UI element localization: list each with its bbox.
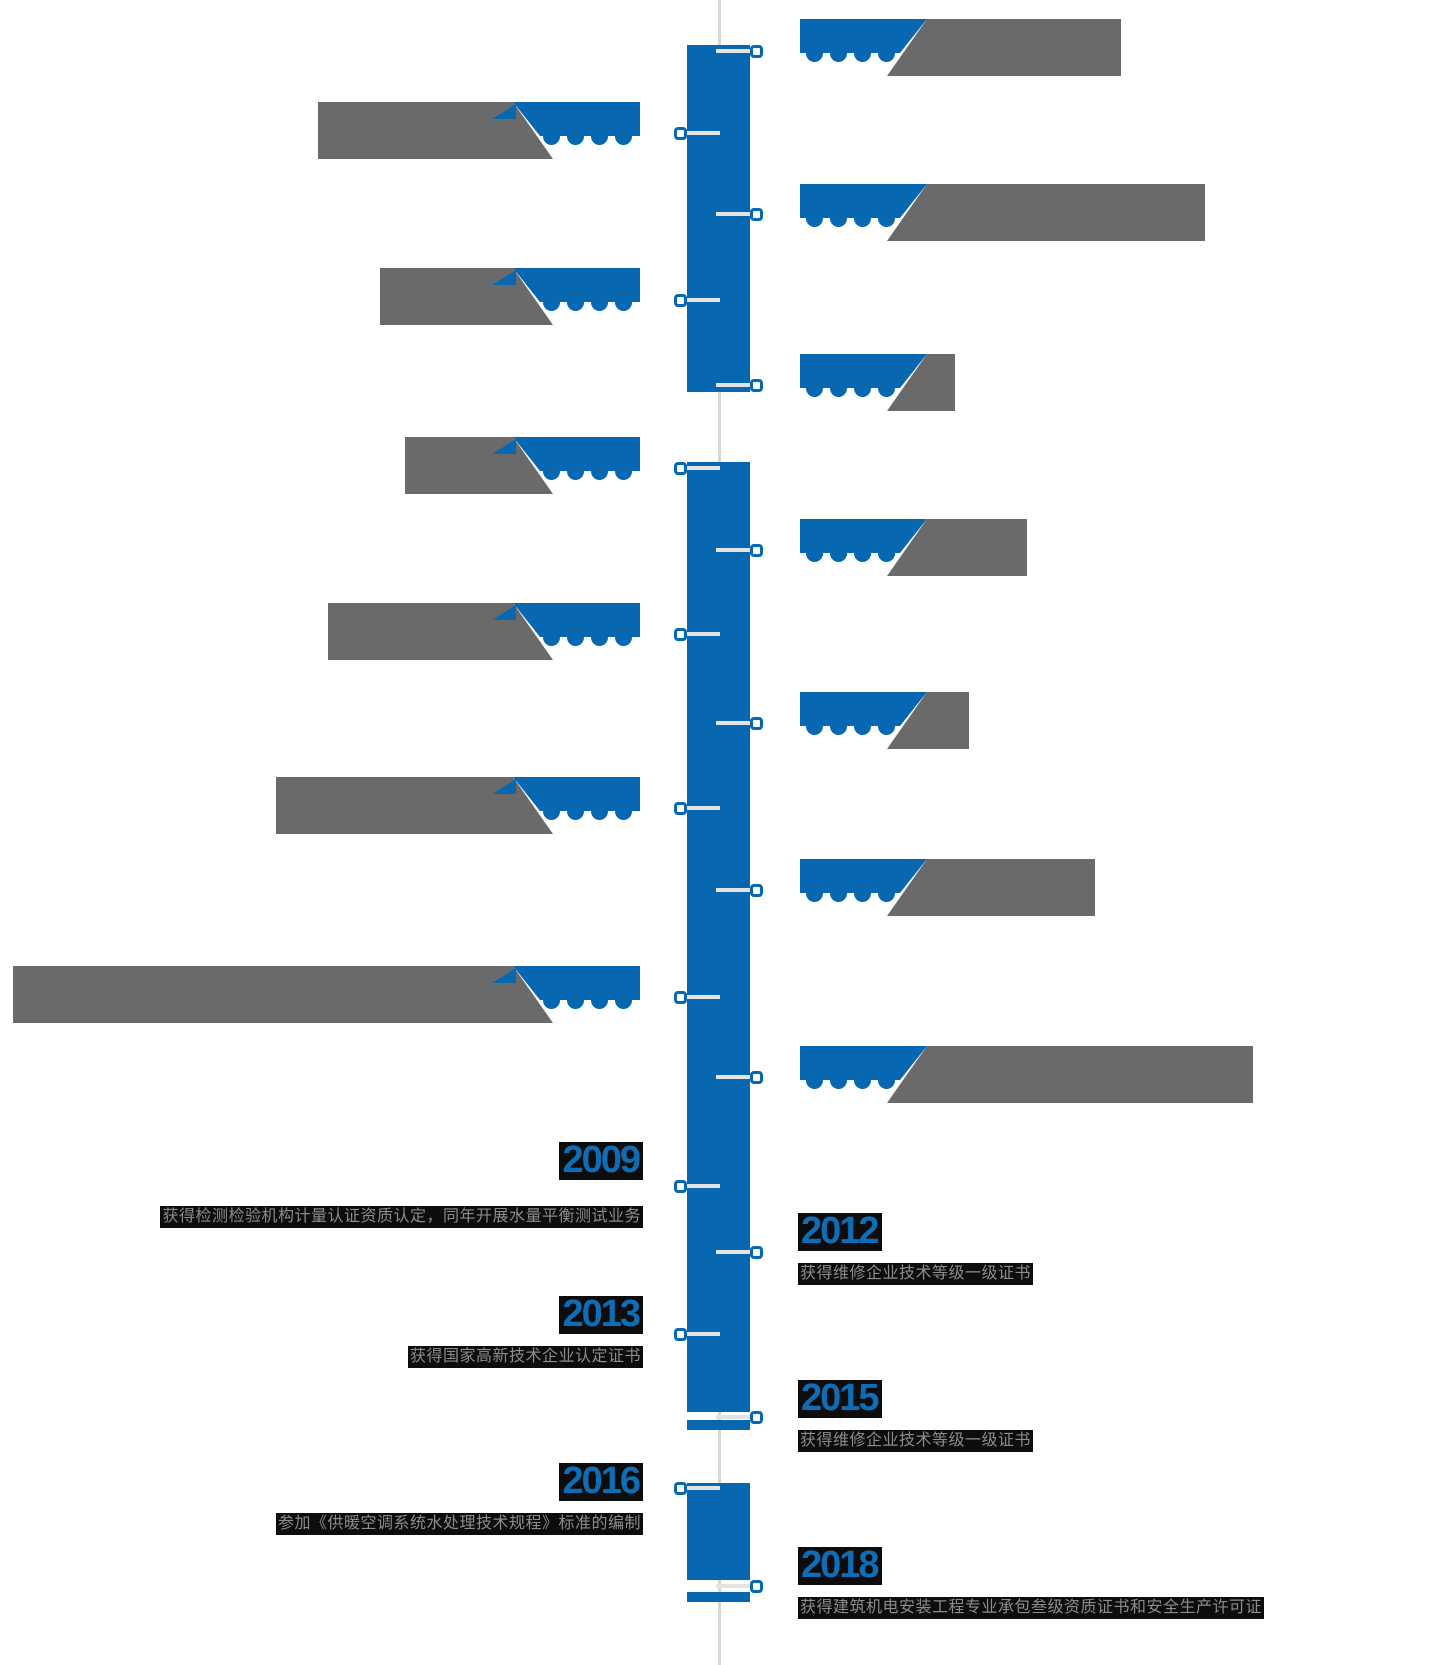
timeline-node: [674, 628, 687, 641]
timeline-node: [674, 462, 687, 475]
obscured-text-block: [887, 19, 1121, 76]
year-label: 2009: [559, 1141, 643, 1180]
year-glyph-fragments: [806, 387, 895, 397]
timeline-node: [674, 294, 687, 307]
year-label: 2015: [798, 1379, 882, 1418]
timeline-tick: [716, 1075, 758, 1079]
obscured-history-entry: [328, 603, 640, 660]
timeline-tick: [678, 632, 720, 636]
timeline-node: [750, 544, 763, 557]
timeline-node: [750, 379, 763, 392]
timeline-node: [674, 802, 687, 815]
year-glyph-fragments: [806, 552, 895, 562]
timeline-tick: [716, 1584, 758, 1588]
timeline-node: [750, 1071, 763, 1084]
timeline-tick: [716, 548, 758, 552]
timeline-node: [750, 1580, 763, 1593]
timeline-bar-segment: [687, 1592, 750, 1602]
timeline-node: [674, 1180, 687, 1193]
year-glyph-fragments: [806, 892, 895, 902]
timeline-tick: [716, 1415, 758, 1419]
obscured-text-block: [328, 603, 553, 660]
timeline-node: [750, 884, 763, 897]
year-glyph-fragments: [806, 52, 895, 62]
year-glyph-fragments: [543, 999, 632, 1009]
obscured-history-entry: [318, 102, 640, 159]
obscured-text-block: [887, 1046, 1253, 1103]
obscured-history-entry: [13, 966, 640, 1023]
obscured-text-block: [13, 966, 553, 1023]
timeline-node: [750, 1411, 763, 1424]
year-label: 2016: [559, 1462, 643, 1501]
timeline-tick: [678, 298, 720, 302]
obscured-text-block: [887, 859, 1095, 916]
timeline-tick: [678, 1332, 720, 1336]
event-description: 获得国家高新技术企业认定证书: [407, 1346, 643, 1368]
year-label: 2013: [559, 1295, 643, 1334]
timeline-tick: [716, 49, 758, 53]
obscured-history-entry: [380, 268, 640, 325]
year-glyph-fragments: [806, 1079, 895, 1089]
obscured-history-entry: [800, 859, 1095, 916]
timeline-event-2015: 2015 获得维修企业技术等级一级证书: [798, 1379, 1034, 1452]
timeline-event-2016: 2016 参加《供暖空调系统水处理技术规程》标准的编制: [275, 1462, 643, 1535]
year-glyph-fragments: [806, 217, 895, 227]
timeline-tick: [678, 131, 720, 135]
year-label: 2012: [798, 1212, 882, 1251]
timeline-tick: [678, 995, 720, 999]
year-label: 2018: [798, 1546, 882, 1585]
timeline-bar-segment: [687, 45, 750, 392]
year-glyph-fragments: [543, 810, 632, 820]
year-glyph-fragments: [543, 135, 632, 145]
timeline-tick: [678, 806, 720, 810]
obscured-history-entry: [800, 692, 969, 749]
timeline-node: [750, 717, 763, 730]
timeline-tick: [678, 466, 720, 470]
obscured-history-entry: [800, 19, 1121, 76]
timeline-node: [674, 1328, 687, 1341]
timeline-event-2013: 2013 获得国家高新技术企业认定证书: [407, 1295, 643, 1368]
timeline-tick: [716, 1250, 758, 1254]
year-glyph-fragments: [543, 470, 632, 480]
timeline-bar-segment: [687, 462, 750, 1412]
timeline-node: [750, 1246, 763, 1259]
obscured-text-block: [887, 184, 1205, 241]
obscured-history-entry: [405, 437, 640, 494]
timeline-node: [674, 991, 687, 1004]
obscured-history-entry: [276, 777, 640, 834]
timeline-tick: [678, 1486, 720, 1490]
timeline-bar-segment: [687, 1483, 750, 1580]
event-description: 获得建筑机电安装工程专业承包叁级资质证书和安全生产许可证: [798, 1597, 1265, 1619]
obscured-history-entry: [800, 519, 1027, 576]
timeline-event-2009: 2009 获得检测检验机构计量认证资质认定，同年开展水量平衡测试业务: [160, 1141, 643, 1228]
year-glyph-fragments: [543, 636, 632, 646]
timeline-tick: [716, 721, 758, 725]
event-description: 参加《供暖空调系统水处理技术规程》标准的编制: [275, 1513, 643, 1535]
timeline-node: [674, 1482, 687, 1495]
obscured-text-block: [318, 102, 553, 159]
timeline-event-2018: 2018 获得建筑机电安装工程专业承包叁级资质证书和安全生产许可证: [798, 1546, 1265, 1619]
timeline-tick: [716, 888, 758, 892]
event-description: 获得维修企业技术等级一级证书: [798, 1430, 1034, 1452]
timeline-tick: [678, 1184, 720, 1188]
obscured-history-entry: [800, 354, 955, 411]
timeline-event-2012: 2012 获得维修企业技术等级一级证书: [798, 1212, 1034, 1285]
year-glyph-fragments: [543, 301, 632, 311]
timeline-bar-segment: [687, 1420, 750, 1430]
event-description: 获得检测检验机构计量认证资质认定，同年开展水量平衡测试业务: [160, 1206, 643, 1228]
timeline-node: [750, 208, 763, 221]
timeline-tick: [716, 212, 758, 216]
obscured-history-entry: [800, 1046, 1253, 1103]
timeline-tick: [716, 383, 758, 387]
timeline-node: [750, 45, 763, 58]
obscured-history-entry: [800, 184, 1205, 241]
year-glyph-fragments: [806, 725, 895, 735]
timeline-node: [674, 127, 687, 140]
event-description: 获得维修企业技术等级一级证书: [798, 1263, 1034, 1285]
